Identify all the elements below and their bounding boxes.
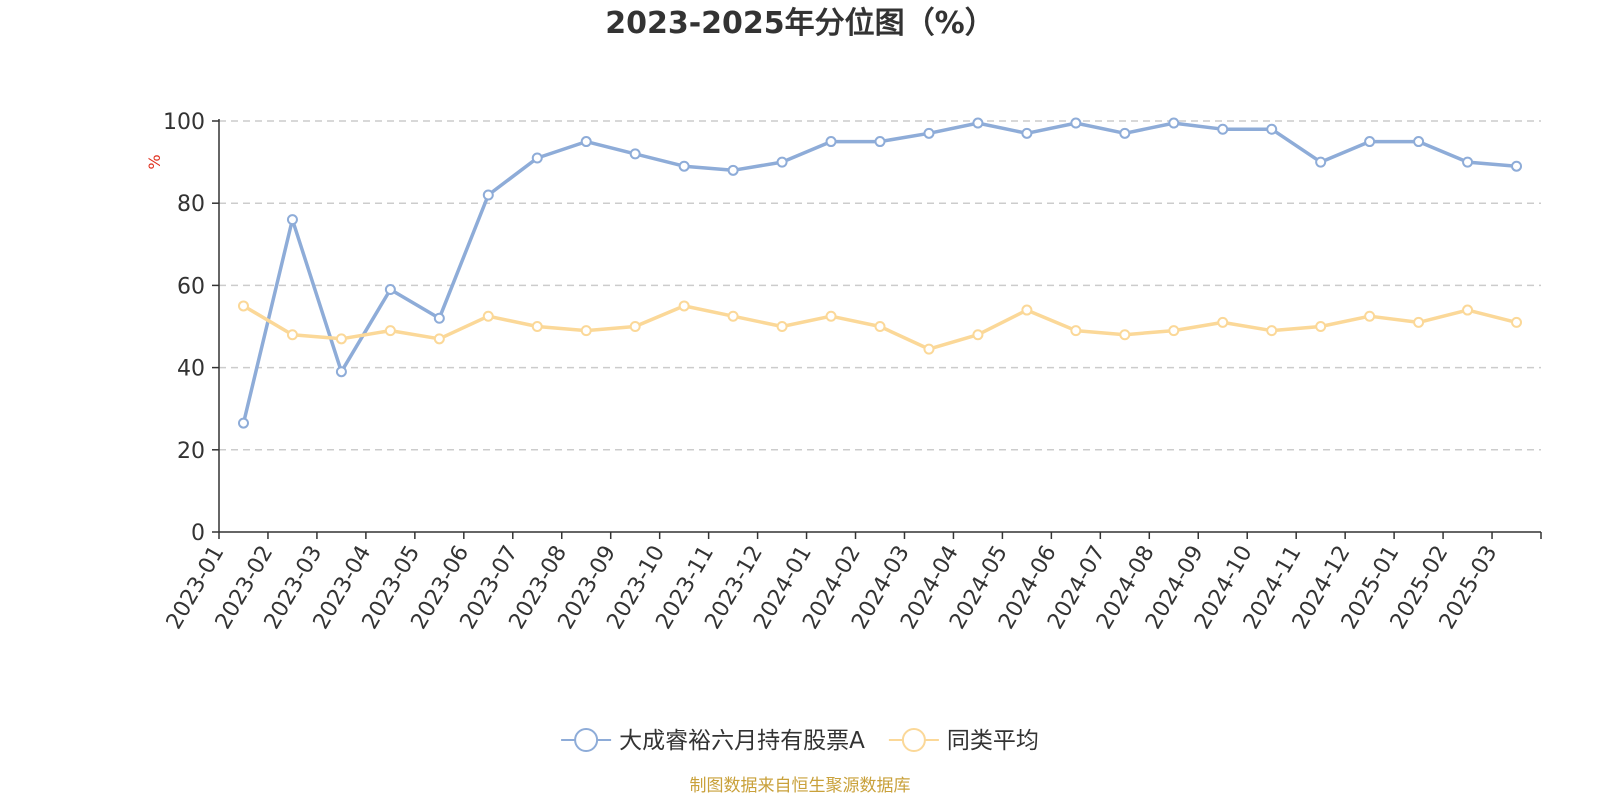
data-point [923, 127, 935, 139]
data-point [1266, 123, 1278, 135]
legend-item-0[interactable]: 大成睿裕六月持有股票A [561, 728, 865, 754]
data-point [433, 333, 445, 345]
legend: 大成睿裕六月持有股票A 同类平均 [561, 728, 1039, 754]
data-point [531, 152, 543, 164]
y-tick-label-60: 60 [177, 274, 205, 299]
data-point [1364, 310, 1376, 322]
chart-title: 2023-2025年分位图（%） [605, 6, 995, 41]
y-axis-ticks: 0 20 40 60 80 100 [163, 110, 219, 546]
legend-label: 大成睿裕六月持有股票A [619, 728, 865, 754]
x-axis-ticks: 2023-012023-022023-032023-042023-052023-… [162, 532, 1542, 634]
series-layer [237, 117, 1523, 429]
data-point [482, 310, 494, 322]
data-point [1315, 156, 1327, 168]
data-point [776, 156, 788, 168]
data-point [972, 117, 984, 129]
data-point [923, 343, 935, 355]
y-tick-label-0: 0 [191, 521, 205, 546]
data-point [1315, 321, 1327, 332]
data-point [335, 333, 347, 345]
legend-marker-icon [574, 728, 599, 752]
data-point [433, 312, 445, 324]
data-point [678, 300, 690, 312]
y-tick-label-20: 20 [177, 439, 205, 464]
data-point [580, 136, 592, 148]
data-point [1217, 316, 1229, 328]
data-point [678, 160, 690, 172]
data-point [1119, 127, 1131, 139]
data-point [580, 325, 592, 337]
data-point [531, 321, 543, 332]
data-point [727, 310, 739, 322]
data-point [1462, 156, 1474, 168]
data-point [1413, 316, 1425, 328]
data-point [1021, 304, 1033, 316]
data-point [874, 136, 886, 148]
data-point [825, 310, 837, 322]
legend-marker-icon [901, 728, 926, 752]
data-point [629, 148, 641, 160]
data-point [825, 136, 837, 148]
data-point [1119, 329, 1131, 341]
data-point [286, 214, 298, 226]
data-point [776, 321, 788, 332]
data-point [1070, 117, 1082, 129]
data-point [727, 164, 739, 176]
data-point [1413, 136, 1425, 148]
series-line-0 [241, 121, 1519, 425]
data-point [384, 284, 396, 296]
data-point [384, 325, 396, 337]
data-point [335, 366, 347, 378]
data-point [874, 321, 886, 332]
legend-item-1[interactable]: 同类平均 [888, 728, 1039, 754]
data-point [1168, 117, 1180, 129]
series-0 [237, 117, 1523, 429]
gridlines [219, 120, 1541, 451]
data-point [237, 417, 249, 429]
axes [218, 119, 1541, 533]
y-tick-label-100: 100 [163, 110, 205, 135]
y-axis-label: % [145, 154, 164, 169]
data-point [237, 300, 249, 312]
data-point [1021, 127, 1033, 139]
data-point [972, 329, 984, 341]
data-point [482, 189, 494, 201]
y-tick-label-80: 80 [177, 192, 205, 217]
data-point [1266, 325, 1278, 337]
data-point [1168, 325, 1180, 337]
data-point [1364, 136, 1376, 148]
data-point [1462, 304, 1474, 316]
data-point [1511, 316, 1523, 328]
series-1 [237, 300, 1523, 355]
data-point [629, 321, 641, 332]
data-point [1070, 325, 1082, 337]
y-tick-label-40: 40 [177, 357, 205, 382]
data-point [1217, 123, 1229, 135]
source-note: 制图数据来自恒生聚源数据库 [690, 776, 911, 796]
data-point [1511, 160, 1523, 172]
legend-label: 同类平均 [947, 728, 1039, 754]
data-point [286, 329, 298, 341]
